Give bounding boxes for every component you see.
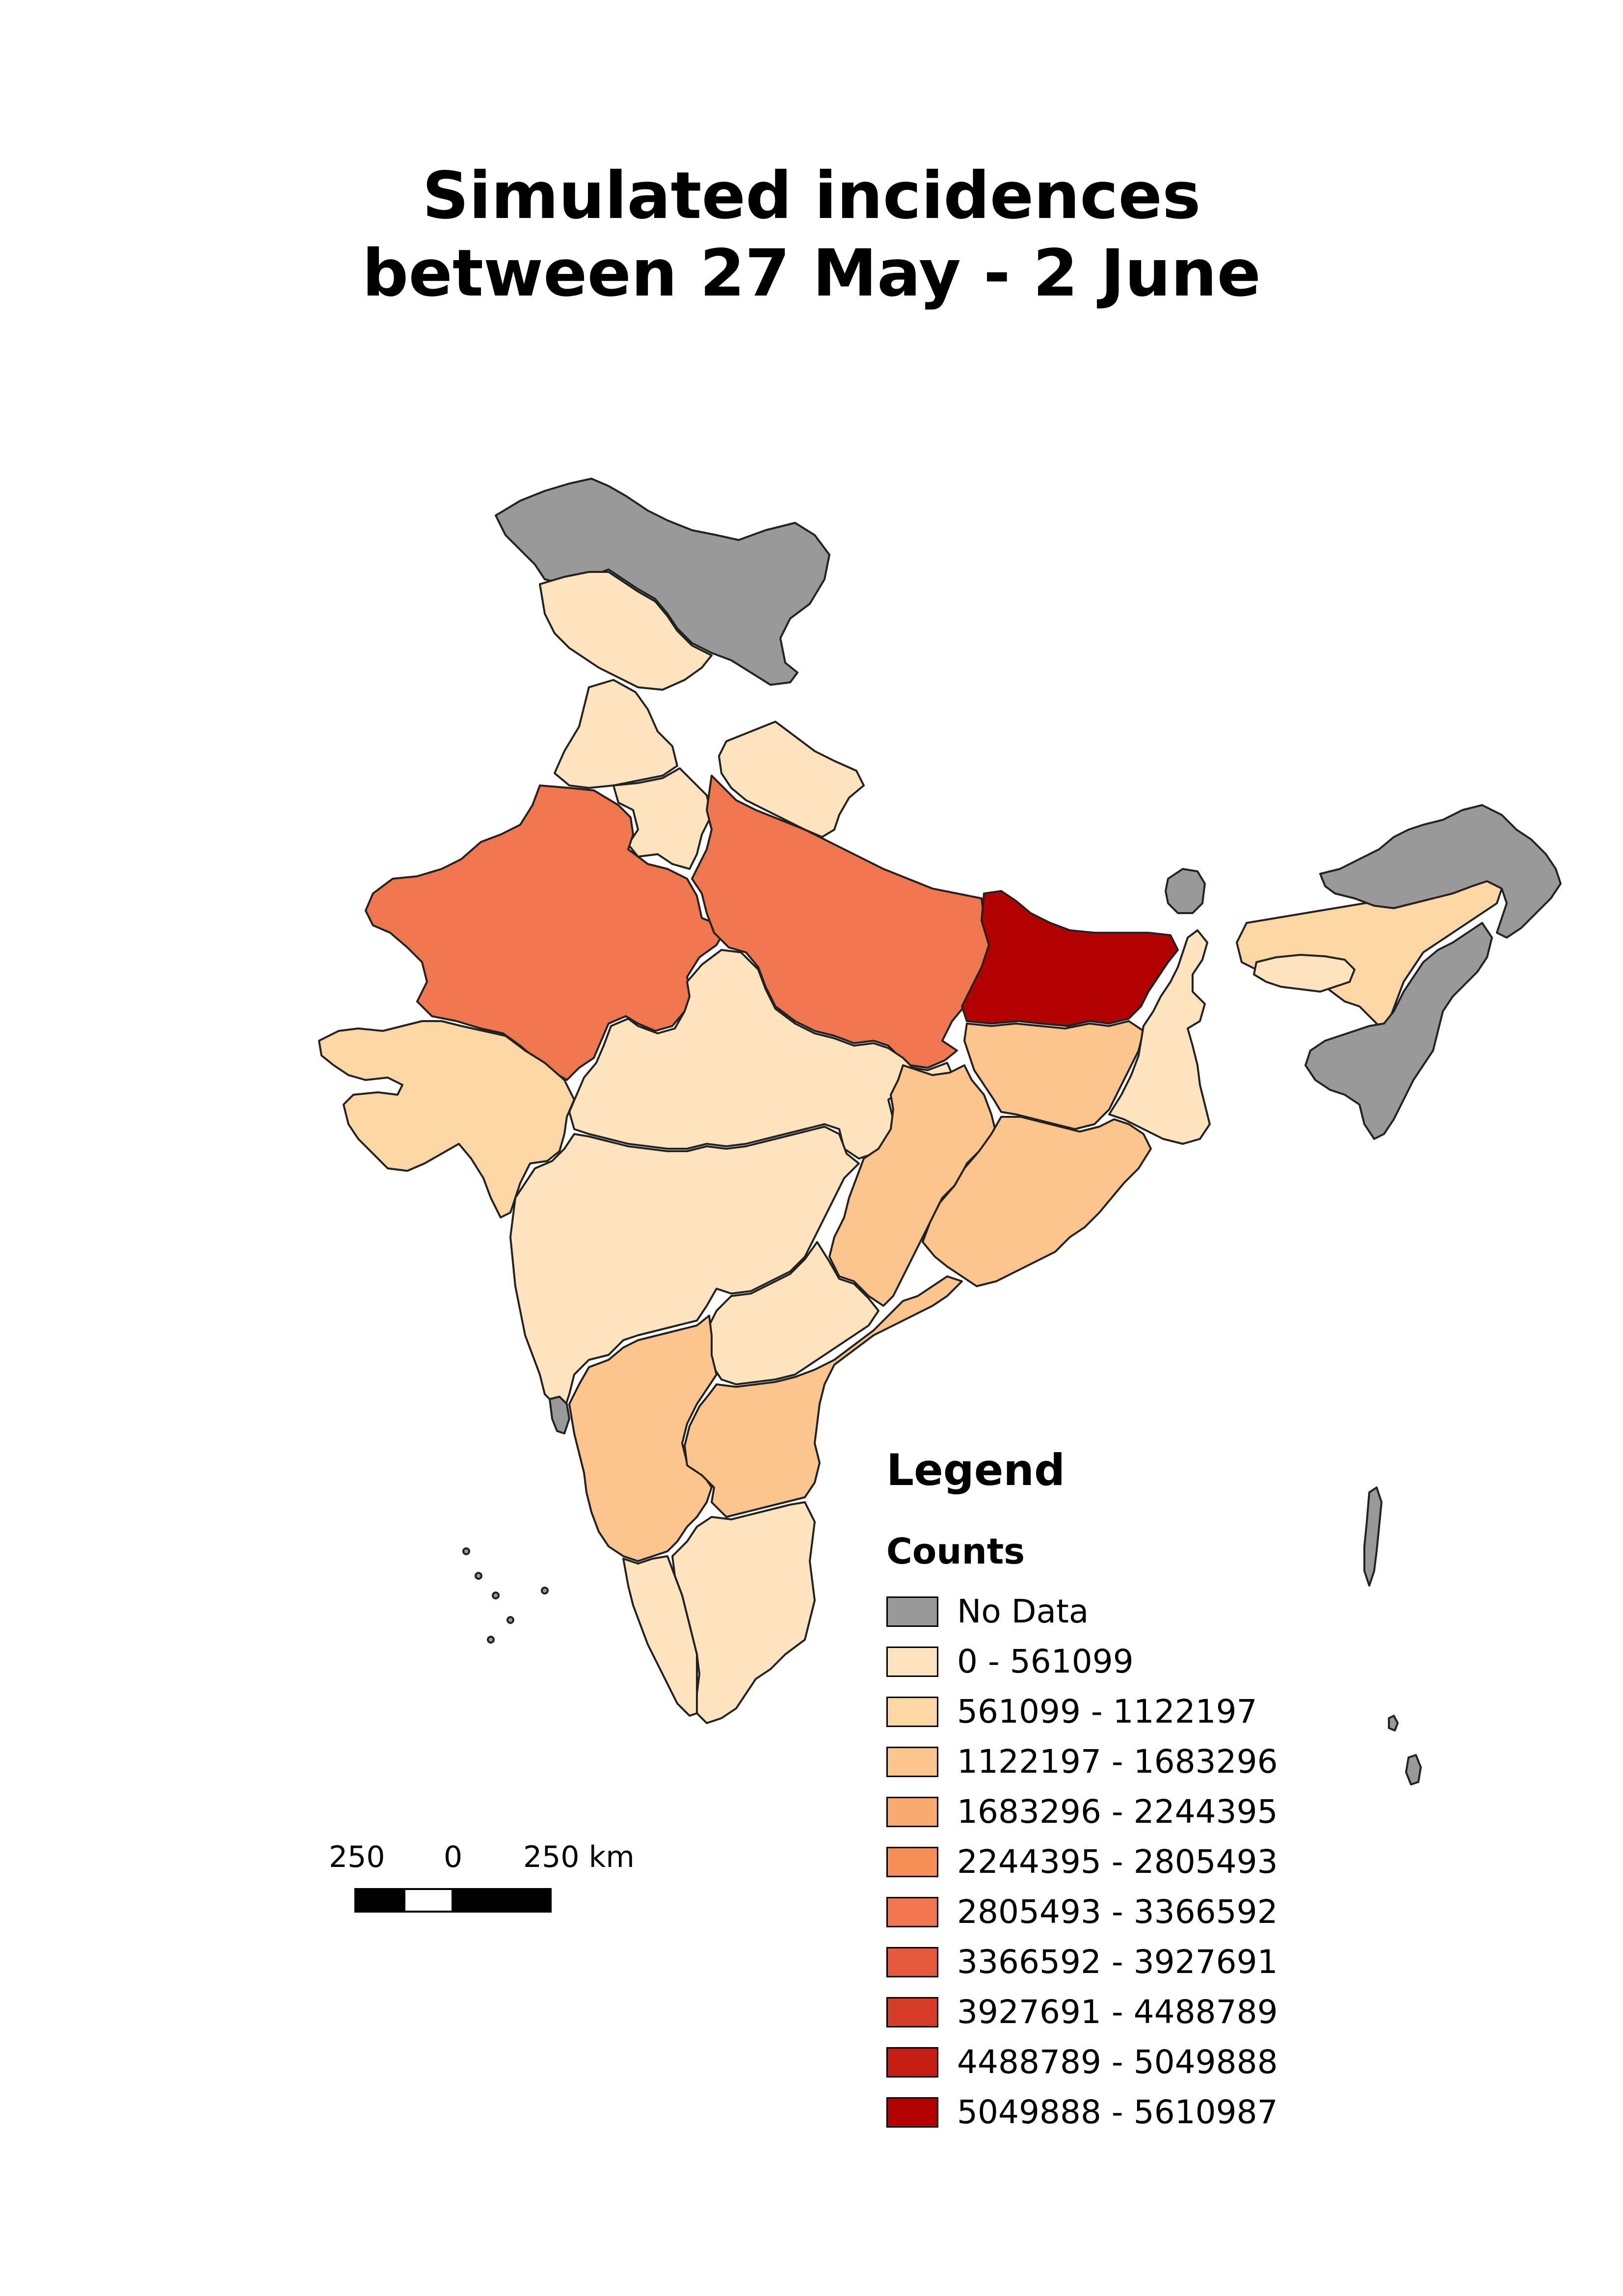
legend-label: 2805493 - 3366592 [957, 1893, 1278, 1931]
region-madhya-pradesh [568, 949, 956, 1160]
title-line-1: Simulated incidences [422, 158, 1201, 234]
region-arunachal-pradesh [1319, 804, 1562, 939]
region-west-bengal [1108, 929, 1211, 1145]
region-gujarat [318, 1020, 575, 1218]
legend-swatch [886, 1797, 938, 1827]
region-uttarakhand [718, 721, 865, 838]
legend-label: 1683296 - 2244395 [957, 1793, 1278, 1831]
legend-swatch [886, 1697, 938, 1727]
lakshadweep-island-1 [462, 1547, 470, 1555]
region-sikkim [1165, 868, 1206, 914]
legend-swatch [886, 2047, 938, 2078]
scale-bar [354, 1888, 552, 1913]
legend-swatch [886, 1897, 938, 1927]
legend-item: 4488789 - 5049888 [886, 2037, 1278, 2087]
legend-label: 561099 - 1122197 [957, 1693, 1257, 1730]
legend-items: No Data 0 - 561099 561099 - 1122197 1122197… [886, 1587, 1278, 2137]
scale-bar-segment-2 [403, 1888, 453, 1913]
legend-heading: Legend [886, 1445, 1065, 1495]
lakshadweep-island-6 [487, 1636, 495, 1644]
nicobar-island-1 [1405, 1754, 1422, 1785]
legend-swatch [886, 1847, 938, 1877]
region-uttar-pradesh [691, 775, 992, 1069]
legend-label: 3927691 - 4488789 [957, 1993, 1278, 2031]
lakshadweep-island-3 [492, 1592, 500, 1599]
region-northeast-no-data [1304, 922, 1493, 1140]
region-punjab [554, 679, 678, 789]
nicobar-island-2 [1388, 1715, 1399, 1731]
legend-item: 2805493 - 3366592 [886, 1887, 1278, 1937]
region-bihar [961, 890, 1179, 1027]
legend-label: No Data [957, 1593, 1089, 1630]
region-kerala [622, 1555, 698, 1717]
scale-bar-segment-1 [354, 1888, 405, 1913]
map-title: Simulated incidences between 27 May - 2 … [0, 157, 1623, 312]
legend-item: 2244395 - 2805493 [886, 1837, 1278, 1887]
legend-item: 1683296 - 2244395 [886, 1787, 1278, 1837]
scale-label-right: 250 km [523, 1840, 635, 1874]
legend-item: 561099 - 1122197 [886, 1687, 1278, 1737]
legend-label: 0 - 561099 [957, 1643, 1134, 1680]
legend-item: 5049888 - 5610987 [886, 2087, 1278, 2137]
region-meghalaya [1253, 954, 1356, 993]
title-line-2: between 27 May - 2 June [362, 236, 1261, 311]
region-himachal-pradesh [539, 571, 713, 691]
region-chhattisgarh [828, 1064, 997, 1307]
legend-swatch [886, 1647, 938, 1677]
legend-label: 4488789 - 5049888 [957, 2043, 1278, 2081]
scale-bar-segment-3 [452, 1888, 552, 1913]
legend-subheading: Counts [886, 1531, 1025, 1572]
legend-item: 1122197 - 1683296 [886, 1737, 1278, 1787]
lakshadweep-island-4 [506, 1616, 514, 1624]
legend-swatch [886, 1747, 938, 1777]
lakshadweep-island-5 [541, 1587, 549, 1594]
legend-item: 3927691 - 4488789 [886, 1987, 1278, 2037]
legend-label: 2244395 - 2805493 [957, 1843, 1278, 1881]
region-rajasthan [365, 784, 727, 1081]
legend-swatch [886, 2097, 938, 2128]
region-andhra-pradesh [684, 1275, 963, 1518]
legend-swatch [886, 1947, 938, 1977]
legend-item: 0 - 561099 [886, 1637, 1278, 1687]
region-haryana [612, 767, 713, 870]
lakshadweep-island-2 [475, 1572, 482, 1580]
region-odisha [922, 1116, 1152, 1287]
scale-label-mid: 0 [444, 1840, 463, 1874]
legend-swatch [886, 1596, 938, 1627]
andaman-islands [1363, 1486, 1383, 1587]
legend-item: No Data [886, 1587, 1278, 1637]
region-maharashtra [509, 1126, 860, 1410]
legend-label: 1122197 - 1683296 [957, 1743, 1278, 1781]
legend-label: 5049888 - 5610987 [957, 2093, 1278, 2131]
legend-swatch [886, 1997, 938, 2027]
legend-item: 3366592 - 3927691 [886, 1937, 1278, 1987]
region-jharkhand [963, 1020, 1144, 1130]
legend-label: 3366592 - 3927691 [957, 1943, 1278, 1981]
region-goa [549, 1396, 570, 1434]
scale-label-left: 250 [329, 1840, 385, 1874]
